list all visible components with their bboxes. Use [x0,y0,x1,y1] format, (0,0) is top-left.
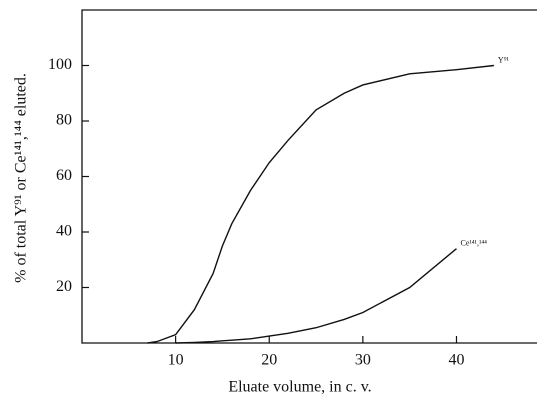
y-tick-label: 40 [56,223,72,240]
x-tick-label: 20 [261,352,277,369]
series-label: Y⁹¹ [498,55,510,64]
y-tick-label: 20 [56,278,72,295]
series-line [147,64,495,344]
x-tick-label: 10 [168,352,184,369]
x-tick-label: 40 [448,352,464,369]
x-axis-label: Eluate volume, in c. v. [228,379,371,396]
y-tick-label: 80 [56,112,72,129]
x-tick-label: 30 [355,352,371,369]
axis-frame [81,9,537,344]
y-tick-label: 100 [48,56,72,73]
y-axis-label: % of total Y⁹¹ or Ce¹⁴¹,¹⁴⁴ eluted. [13,73,30,283]
y-tick-label: 60 [56,167,72,184]
series-label: Ce¹⁴¹,¹⁴⁴ [460,238,487,247]
series-line [175,248,457,344]
